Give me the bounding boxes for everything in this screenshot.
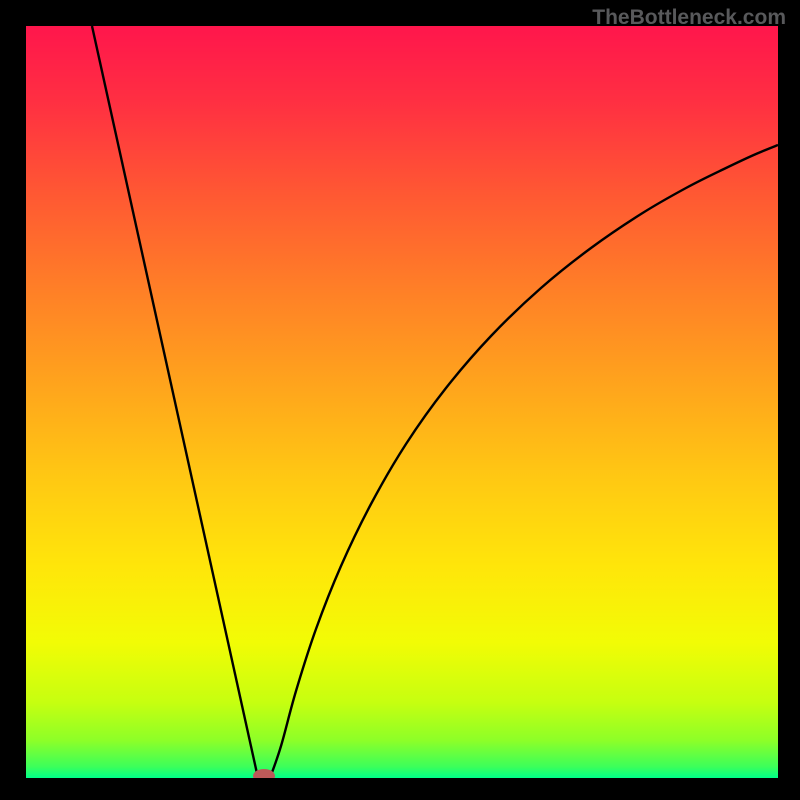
bottleneck-curve-right bbox=[270, 145, 778, 778]
bottleneck-curve-left bbox=[92, 26, 258, 778]
chart-container: { "watermark": { "text": "TheBottleneck.… bbox=[0, 0, 800, 800]
watermark-text: TheBottleneck.com bbox=[592, 6, 786, 30]
plot-area bbox=[26, 26, 778, 778]
curve-layer bbox=[26, 26, 778, 778]
